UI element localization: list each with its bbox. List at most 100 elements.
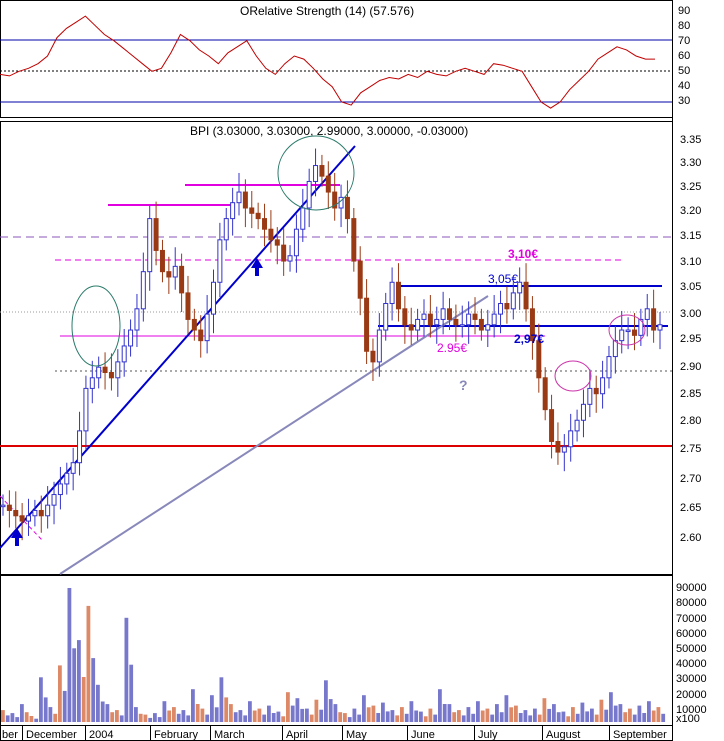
volume-bar [290,705,295,722]
price-y-axis: 3.35 3.30 3.25 3.20 3.15 3.10 3.05 3.00 … [680,134,701,544]
volume-tick: 40000 [676,658,707,670]
price-candle-body [593,387,599,395]
price-tick: 2.85 [680,388,701,400]
rsi-y-axis: 90 80 70 60 50 40 30 [678,5,690,107]
volume-bar [575,713,580,722]
price-candle-body [619,329,625,342]
price-candle-body [108,371,114,379]
price-bars [0,148,663,541]
x-axis: ber December 2004 February March April M… [2,729,667,741]
volume-bar [214,707,219,722]
volume-bar [186,715,191,722]
price-candle-body [210,281,216,315]
price-candle-body [504,303,510,310]
volume-bar [366,707,371,722]
rsi-line [0,15,655,109]
price-tick: 2.95 [680,333,701,345]
volume-bar [29,716,34,722]
volume-bar [262,714,267,722]
price-candle-body [306,180,312,209]
price-candle-body [128,329,134,347]
price-candle-body [274,239,280,246]
volume-bar [81,677,86,722]
price-candle-body [198,329,204,342]
month-label: February [154,729,199,741]
volume-bar [381,702,385,722]
volume-bar [504,695,509,722]
price-tick: 3.25 [680,181,701,193]
question-mark: ? [459,377,468,393]
rsi-tick: 80 [678,20,690,32]
price-candle-body [140,271,146,310]
price-candle-body [523,281,529,310]
volume-bar [613,705,618,722]
volume-tick: 60000 [676,628,707,640]
price-candle-body [376,329,382,363]
month-label: 2004 [89,729,113,741]
price-title: BPI (3.03000, 3.03000, 2.99000, 3.00000,… [190,124,468,138]
price-candle-body [293,228,299,257]
volume-bar [153,713,157,722]
price-candle-body [217,239,223,283]
volume-bar [286,692,290,722]
rsi-title: ORelative Strength (14) (57.576) [240,4,414,18]
price-candle-body [96,366,102,379]
price-tick: 3.30 [680,157,701,169]
volume-bar [528,715,533,722]
price-candle-body [568,430,574,448]
volume-bar [542,698,547,722]
price-tick: 2.75 [680,443,701,455]
price-candle-body [427,313,433,326]
volume-bar [324,680,328,722]
green-ellipse-april [277,135,355,211]
price-candle-body [459,324,465,327]
volume-bar [352,708,357,722]
volume-bar [651,710,656,722]
price-candle-body [332,191,338,209]
volume-bar [514,705,518,722]
label-310: 3,10€ [508,247,538,261]
month-label: June [411,729,435,741]
month-label: ber [2,729,18,741]
green-ellipse-january [71,285,121,367]
volume-bar [39,677,43,722]
blue-trendline [0,145,356,549]
volume-bar [43,697,48,722]
price-candle-body [351,218,357,262]
price-candle-body [26,515,32,522]
price-tick: 3.15 [680,230,701,242]
price-candle-body [600,377,606,395]
volume-bar [566,716,571,722]
price-candle-body [32,509,38,517]
volume-bar [62,690,67,722]
volume-bar [623,712,628,722]
volume-bar [257,708,262,722]
volume-bar [604,709,609,722]
price-candle-body [89,377,95,389]
volume-bar [637,705,642,722]
price-candle-body [13,509,19,517]
price-candle-body [606,356,612,379]
volume-bar [191,689,195,722]
price-candle-body [204,313,210,342]
price-candle-body [402,308,408,326]
price-candle-body [631,329,637,336]
price-candle-body [447,308,453,320]
volume-tick: 80000 [676,597,707,609]
volume-bar [181,710,186,722]
price-candle-body [587,387,593,405]
price-candle-body [249,207,255,214]
price-candle-body [134,308,140,331]
month-label: March [214,729,245,741]
volume-tick: 10000 [676,704,707,716]
volume-bar [442,704,447,722]
volume-bar [414,710,419,722]
volume-bar [618,704,623,722]
volume-bar [490,714,495,722]
price-tick: 3.20 [680,205,701,217]
price-candle-body [580,403,586,421]
volume-bar [390,710,395,722]
volume-bar [58,665,62,722]
rsi-tick: 60 [678,50,690,62]
price-candle-body [281,244,287,262]
